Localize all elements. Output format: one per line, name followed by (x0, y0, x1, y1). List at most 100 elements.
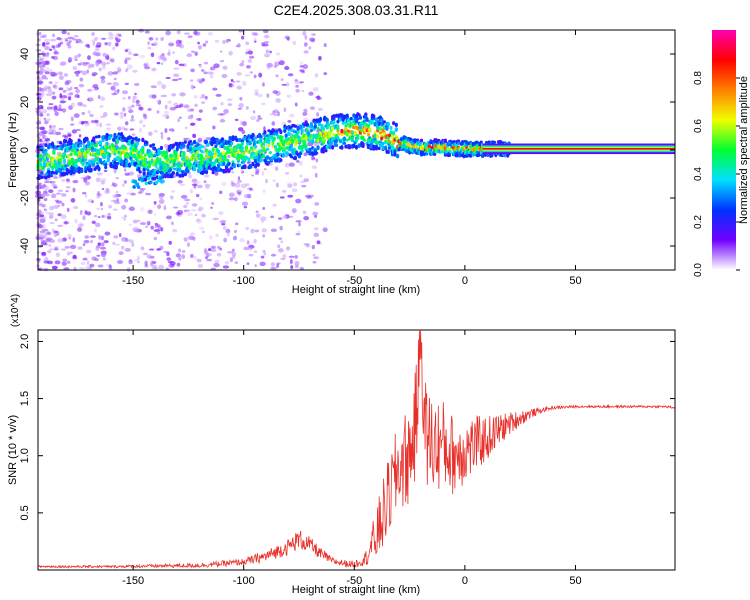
x-tick-label: 0 (462, 275, 468, 287)
spectrogram-cell (384, 145, 388, 151)
spectrogram-cell (155, 156, 160, 162)
spectrogram-cell (309, 37, 316, 42)
spectrogram-cell (107, 31, 113, 37)
spectrogram-cell (67, 96, 71, 100)
spectrogram-cell (130, 139, 134, 145)
spectrogram-cell (147, 209, 153, 215)
spectrogram-cell (105, 145, 109, 150)
spectrogram-cell (334, 138, 339, 144)
spectrogram-cell (303, 152, 308, 157)
spectrogram-cell (59, 62, 66, 67)
spectrogram-cell (271, 121, 276, 126)
spectrogram-cell (219, 190, 223, 194)
spectrogram-cell (303, 242, 310, 246)
spectrogram-cell (261, 102, 266, 106)
colorbar-label: Normalized spectral amplitude (738, 76, 750, 224)
spectrogram-cell (113, 70, 120, 74)
spectrogram-cell (143, 177, 148, 182)
spectrogram-cell (219, 50, 223, 53)
spectrogram-cell (123, 180, 127, 184)
spectrogram-cell (159, 145, 164, 151)
spectrogram-cell (427, 144, 432, 149)
spectrogram-cell (276, 152, 280, 157)
spectrogram-cell (90, 149, 95, 153)
spectrogram-cell (349, 116, 353, 121)
spectrogram-cell (291, 208, 297, 214)
spectrogram-cell (97, 264, 104, 268)
spectrogram-cell (97, 134, 101, 139)
spectrogram-cell (259, 261, 266, 267)
spectrogram-cell (74, 164, 79, 168)
spectrogram-cell (49, 247, 54, 251)
spectrogram-cell (57, 146, 61, 151)
spectrogram-cell (78, 134, 82, 138)
spectrogram-cell (72, 187, 76, 193)
spectrogram-cell (51, 91, 56, 95)
spectrogram-cell (194, 51, 198, 56)
colorbar: 0.0 0.2 0.4 0.6 0.8 Normalized spectral ampl… (693, 30, 750, 277)
spectrogram-cell (143, 114, 148, 120)
spectrogram-cell (265, 155, 270, 160)
spectrogram-cell (310, 155, 314, 161)
spectrogram-cell (40, 175, 44, 180)
spectrogram-cell (250, 228, 255, 234)
spectrogram-cell (53, 159, 57, 164)
spectrogram-cell (192, 133, 197, 138)
spectrogram-cell (344, 127, 348, 132)
spectrogram-cell (57, 71, 63, 75)
spectrogram-cell (263, 126, 266, 132)
spectrogram-cell (44, 256, 49, 262)
spectrogram-cell (356, 133, 360, 139)
spectrogram-cell (231, 248, 235, 252)
spectrogram-cell (164, 110, 169, 116)
spectrogram-cell (131, 147, 136, 152)
spectrogram-cell (148, 209, 152, 214)
spectrogram-cell (124, 82, 130, 86)
spectrogram-cell (253, 74, 257, 79)
spectrogram-cell (219, 168, 223, 172)
spectrogram-cell (91, 72, 98, 76)
spectrogram-cell (291, 188, 298, 193)
spectrogram-cell (145, 193, 152, 196)
spectrogram-cell (93, 147, 97, 152)
spectrogram-cell (172, 206, 179, 209)
spectrogram-cell (234, 261, 239, 264)
spectrogram-cell (152, 173, 156, 177)
spectrogram-cell (316, 138, 320, 143)
spectrogram-cell (205, 40, 209, 44)
spectrogram-cell (73, 266, 77, 272)
spectrogram-cell (124, 198, 129, 203)
colorbar-tick-label: 0.0 (693, 263, 704, 277)
spectrogram-cell (56, 36, 62, 41)
spectrogram-cell (53, 145, 57, 149)
spectrogram-cell (159, 165, 164, 171)
spectrogram-cell (148, 94, 154, 99)
spectrogram-cell (299, 61, 304, 65)
spectrogram-cell (288, 113, 295, 118)
spectrogram-cell (204, 170, 209, 175)
spectrogram-cell (254, 229, 260, 233)
spectrogram-cell (157, 55, 164, 61)
spectrogram-cell (44, 119, 47, 125)
spectrogram-cell (187, 159, 191, 164)
spectrogram-cell (165, 154, 169, 158)
spectrogram-cell (212, 125, 216, 130)
spectrogram-cell (352, 113, 356, 118)
spectrogram-cell (66, 87, 70, 92)
spectrogram-cell (183, 32, 190, 35)
spectrogram-cell (272, 90, 278, 94)
spectrogram-cell (305, 244, 311, 248)
spectrogram-cell (43, 234, 48, 239)
spectrogram-cell (203, 249, 209, 255)
spectrogram-cell (101, 64, 106, 70)
spectrogram-cell (285, 172, 290, 175)
spectrogram-cell (75, 74, 80, 77)
spectrogram-cell (228, 50, 233, 56)
spectrogram-cell (167, 260, 173, 264)
spectrogram-cell (87, 176, 92, 180)
spectrogram-cell (287, 194, 294, 198)
spectrogram-cell (56, 192, 61, 195)
spectrogram-cell (162, 150, 166, 155)
spectrogram-cell (94, 143, 98, 148)
spectrogram-cell (75, 88, 80, 94)
